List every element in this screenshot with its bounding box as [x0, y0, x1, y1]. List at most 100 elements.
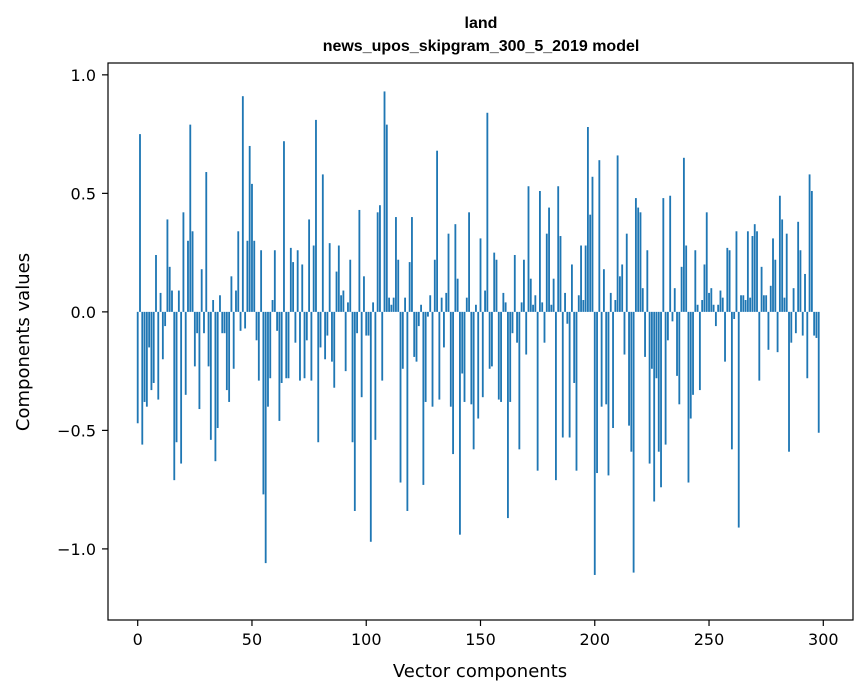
bar-30 — [205, 172, 208, 312]
bar-211 — [618, 276, 621, 312]
bar-108 — [383, 91, 386, 312]
bar-69 — [294, 311, 297, 343]
bar-257 — [724, 311, 726, 362]
y-axis-label: Components values — [13, 253, 34, 431]
bar-85 — [331, 311, 333, 362]
bar-174 — [534, 295, 537, 312]
bar-27 — [198, 311, 201, 410]
bar-298 — [817, 311, 820, 433]
bar-24 — [191, 231, 194, 312]
bar-67 — [289, 247, 292, 312]
bars-layer — [136, 91, 820, 575]
bar-107 — [381, 311, 384, 381]
bar-25 — [193, 311, 196, 367]
bar-294 — [808, 174, 811, 312]
bar-280 — [776, 311, 779, 353]
bar-0 — [136, 311, 139, 424]
bar-39 — [225, 311, 228, 391]
bar-45 — [239, 311, 242, 331]
bar-243 — [692, 311, 694, 395]
bar-5 — [148, 311, 151, 348]
y-tick-label: 0.0 — [71, 303, 96, 322]
bar-259 — [728, 250, 731, 312]
bar-196 — [584, 245, 587, 312]
bar-143 — [463, 311, 466, 402]
bar-178 — [543, 311, 546, 343]
bar-154 — [488, 311, 491, 369]
bar-284 — [785, 233, 788, 312]
bar-147 — [472, 311, 475, 450]
bar-141 — [459, 311, 461, 535]
bar-12 — [164, 311, 167, 327]
bar-173 — [532, 304, 534, 312]
bar-240 — [685, 245, 688, 312]
bar-169 — [523, 259, 525, 312]
bar-195 — [582, 300, 585, 312]
bar-144 — [465, 297, 468, 312]
bar-224 — [648, 311, 651, 464]
bar-43 — [235, 290, 237, 312]
bar-250 — [708, 292, 710, 312]
bar-251 — [710, 288, 713, 312]
bar-192 — [575, 311, 578, 471]
bar-46 — [241, 96, 244, 312]
bar-109 — [385, 124, 388, 312]
bar-286 — [790, 311, 793, 343]
bar-68 — [292, 262, 295, 312]
bar-245 — [696, 304, 699, 312]
bar-59 — [271, 300, 274, 312]
bar-168 — [520, 302, 523, 312]
bar-130 — [433, 259, 436, 312]
bar-131 — [436, 150, 438, 312]
bar-182 — [552, 278, 555, 312]
bar-187 — [564, 292, 566, 312]
x-tick-label: 250 — [694, 630, 725, 649]
bar-126 — [424, 311, 427, 402]
bar-64 — [283, 141, 285, 312]
bar-135 — [445, 292, 448, 312]
bar-11 — [161, 311, 164, 360]
bar-185 — [559, 236, 562, 312]
bar-33 — [212, 300, 215, 312]
bar-260 — [730, 311, 733, 450]
bar-97 — [358, 209, 361, 312]
bar-249 — [705, 212, 708, 312]
bar-117 — [404, 297, 406, 312]
bar-295 — [810, 190, 813, 312]
bar-23 — [189, 124, 192, 312]
bar-282 — [781, 219, 784, 312]
bar-152 — [484, 290, 486, 312]
bar-203 — [600, 311, 603, 407]
bar-205 — [605, 311, 608, 405]
bar-172 — [529, 278, 532, 312]
bar-80 — [319, 311, 322, 348]
bar-81 — [321, 174, 324, 312]
bar-265 — [742, 295, 745, 312]
bar-106 — [379, 205, 381, 312]
bar-263 — [737, 311, 740, 528]
bar-216 — [630, 311, 633, 452]
bar-287 — [792, 288, 795, 312]
plot-frame — [107, 62, 854, 621]
bar-262 — [735, 231, 738, 312]
bar-55 — [262, 311, 265, 495]
bar-120 — [411, 217, 413, 312]
bar-114 — [397, 259, 400, 312]
bar-157 — [495, 259, 498, 312]
bar-62 — [278, 311, 281, 421]
bar-214 — [625, 233, 628, 312]
bar-6 — [150, 311, 153, 391]
bar-78 — [315, 119, 317, 312]
bar-115 — [399, 311, 402, 483]
bar-89 — [340, 295, 343, 312]
y-tick-label: 0.5 — [71, 184, 96, 203]
bar-206 — [607, 311, 610, 476]
bar-254 — [717, 304, 720, 312]
bar-123 — [417, 311, 420, 327]
bar-276 — [767, 311, 770, 350]
bar-99 — [363, 276, 365, 312]
bar-207 — [609, 292, 612, 312]
bar-184 — [557, 186, 560, 312]
bar-28 — [200, 269, 203, 312]
bar-60 — [273, 250, 276, 312]
